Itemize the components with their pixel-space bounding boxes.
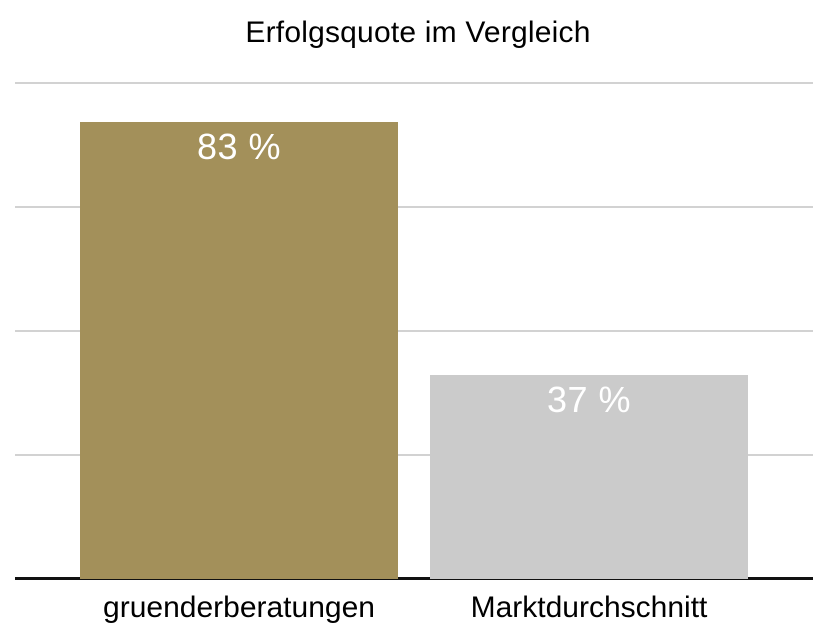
gridline	[15, 82, 813, 84]
chart-title: Erfolgsquote im Vergleich	[245, 16, 591, 49]
x-axis-labels: gruenderberatungen Marktdurchschnitt	[0, 591, 836, 631]
bar-marktdurchschnitt: 37 %	[430, 375, 748, 579]
bar-gruenderberatungen: 83 %	[80, 122, 398, 579]
x-axis-line	[15, 577, 813, 580]
gridline	[15, 330, 813, 332]
x-axis-label-marktdurchschnitt: Marktdurchschnitt	[470, 591, 708, 624]
x-axis-label-gruenderberatungen: gruenderberatungen	[103, 591, 375, 624]
gridline	[15, 206, 813, 208]
gridline	[15, 454, 813, 456]
bar-value-label-marktdurchschnitt: 37 %	[546, 379, 632, 420]
bar-value-label-gruenderberatungen: 83 %	[196, 126, 282, 167]
